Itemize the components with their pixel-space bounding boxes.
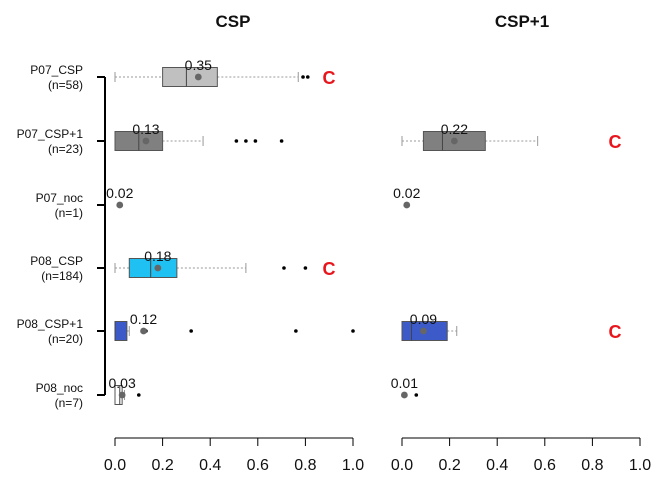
group-count-label: (n=20) (48, 332, 83, 346)
panel-title: CSP+1 (495, 12, 549, 31)
group-label: P07_CSP+1 (17, 127, 84, 141)
group-label: P08_CSP (30, 254, 83, 268)
box-P08_CSP-CSP (114, 258, 308, 278)
mean-point (420, 327, 427, 335)
outlier-point (301, 75, 305, 79)
x-tick-label: 0.6 (534, 457, 556, 474)
mean-point (118, 391, 126, 399)
mean-point (450, 137, 458, 145)
x-tick-label: 0.0 (391, 457, 413, 474)
outlier-point (253, 139, 258, 143)
outlier-point (279, 139, 284, 143)
outlier-point (294, 329, 298, 333)
group-label: P07_CSP (30, 63, 83, 77)
mean-point (403, 201, 411, 209)
group-label: P08_CSP+1 (17, 317, 84, 331)
group-count-label: (n=1) (55, 206, 83, 220)
outlier-point (189, 329, 193, 333)
x-tick-label: 0.4 (199, 457, 221, 474)
outlier-point (282, 266, 286, 270)
significance-marker: C (609, 322, 622, 342)
outlier-point (234, 139, 239, 143)
mean-label: 0.35 (185, 57, 212, 73)
mean-label: 0.13 (132, 121, 159, 137)
group-count-label: (n=23) (48, 142, 83, 156)
x-tick-label: 0.4 (486, 457, 508, 474)
outlier-point (414, 393, 419, 397)
outlier-point (137, 393, 141, 397)
mean-point (154, 264, 162, 272)
box-P08_noc-CSP+1 (400, 391, 419, 399)
x-tick-label: 0.8 (581, 457, 603, 474)
box-P07_CSP+1-CSP (114, 131, 284, 151)
significance-marker: C (609, 132, 622, 152)
box-iqr (128, 258, 178, 278)
x-tick-label: 0.2 (151, 457, 173, 474)
mean-label: 0.02 (106, 185, 133, 201)
mean-label: 0.01 (391, 375, 418, 391)
significance-marker: C (323, 259, 336, 279)
box-iqr (114, 321, 128, 341)
group-label: P07_noc (36, 191, 83, 205)
mean-label: 0.18 (144, 248, 171, 264)
box-P08_CSP+1-CSP (114, 321, 355, 341)
mean-point (194, 73, 202, 81)
outlier-point (303, 266, 308, 270)
box-P08_noc-CSP (114, 385, 141, 405)
mean-point (140, 327, 147, 335)
x-tick-label: 0.6 (247, 457, 269, 474)
mean-point (142, 137, 150, 145)
group-label: P08_noc (36, 381, 83, 395)
box-P07_CSP+1-CSP+1 (401, 131, 539, 151)
box-iqr (162, 67, 218, 87)
mean-point (400, 391, 408, 399)
box-P07_noc-CSP (116, 201, 124, 209)
x-tick-label: 1.0 (342, 457, 364, 474)
mean-label: 0.02 (393, 185, 420, 201)
mean-label: 0.03 (109, 375, 136, 391)
outlier-point (351, 329, 355, 333)
group-count-label: (n=7) (55, 396, 83, 410)
box-P08_CSP+1-CSP+1 (401, 321, 458, 341)
mean-label: 0.09 (410, 311, 437, 327)
outlier-point (244, 139, 248, 143)
x-tick-label: 0.8 (294, 457, 316, 474)
box-P07_CSP-CSP (114, 67, 310, 87)
panel-title: CSP (216, 12, 251, 31)
mean-label: 0.12 (130, 311, 157, 327)
group-count-label: (n=58) (48, 78, 83, 92)
box-P07_noc-CSP+1 (403, 201, 411, 209)
x-tick-label: 0.2 (438, 457, 460, 474)
x-tick-label: 0.0 (104, 457, 126, 474)
mean-point (116, 201, 124, 209)
x-tick-label: 1.0 (629, 457, 651, 474)
group-count-label: (n=184) (41, 269, 83, 283)
outlier-point (305, 75, 310, 79)
mean-label: 0.22 (441, 121, 468, 137)
significance-marker: C (323, 68, 336, 88)
